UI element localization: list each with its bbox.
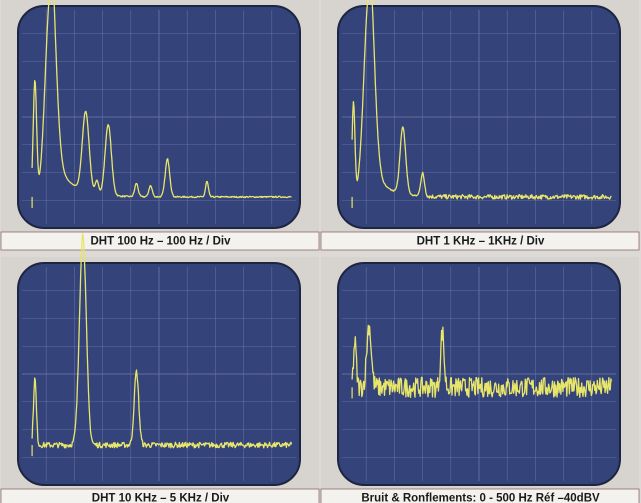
caption-bar (0, 488, 320, 503)
scope-panel: DHT 10 KHz – 5 KHz / Div (0, 232, 320, 503)
trace (351, 324, 613, 398)
caption-bar (0, 231, 320, 251)
trace (351, 0, 612, 200)
caption-bar (320, 231, 640, 251)
trace (31, 0, 292, 199)
trace (31, 232, 293, 449)
scope-panel: DHT 100 Hz – 100 Hz / Div (0, 0, 320, 251)
scope-panel: Bruit & Ronflements: 0 - 500 Hz Réf –40d… (320, 257, 640, 503)
caption: DHT 10 KHz – 5 KHz / Div (92, 493, 230, 503)
caption-bar (320, 488, 640, 503)
scope-panel: DHT 1 KHz – 1KHz / Div (320, 0, 640, 251)
caption: Bruit & Ronflements: 0 - 500 Hz Réf –40d… (361, 493, 600, 503)
caption: DHT 100 Hz – 100 Hz / Div (91, 236, 232, 248)
caption: DHT 1 KHz – 1KHz / Div (417, 236, 545, 248)
